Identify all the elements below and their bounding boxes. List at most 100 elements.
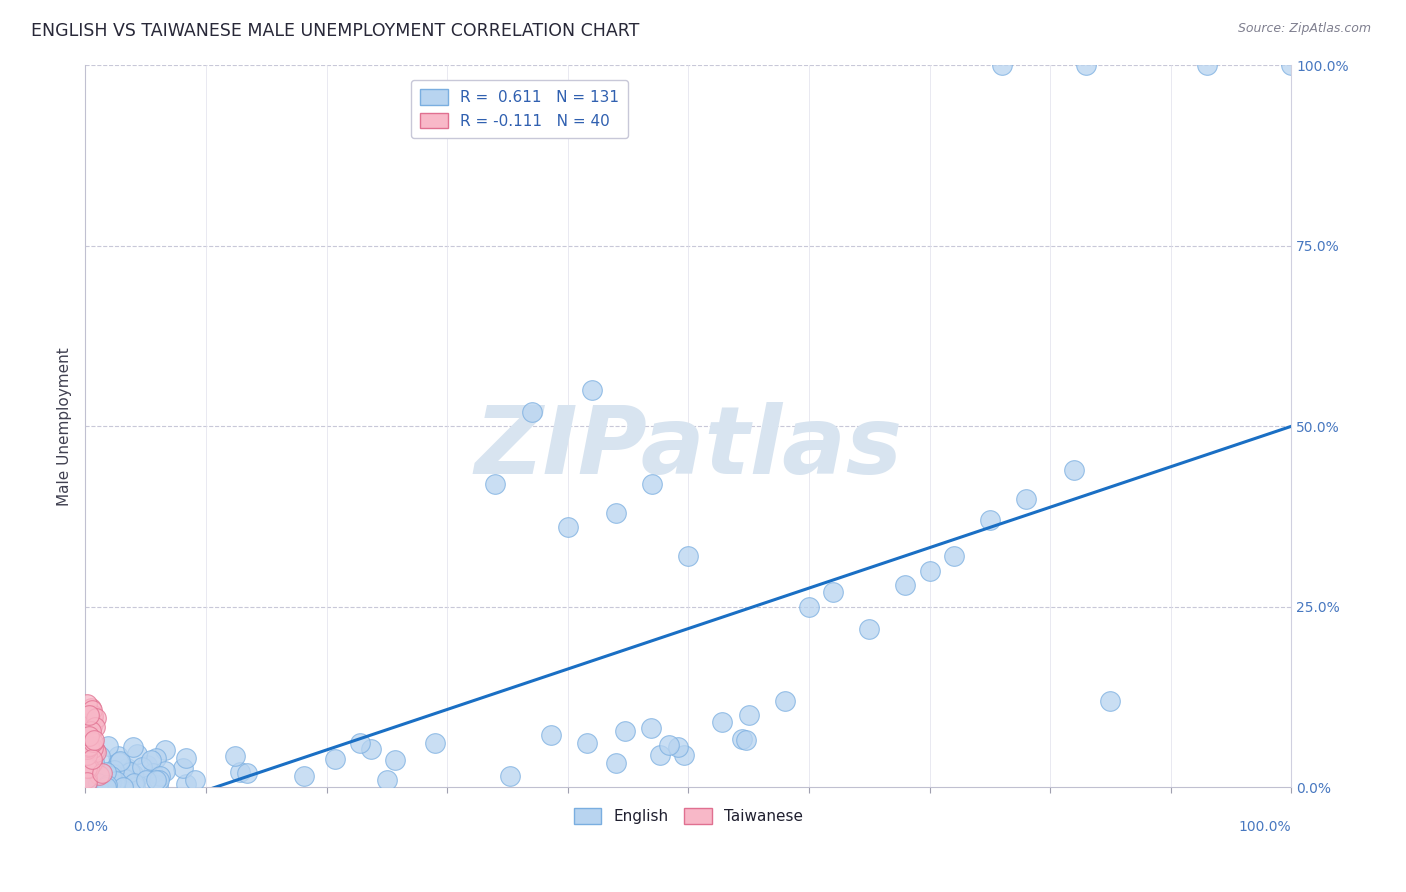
English [1063,463,1085,477]
English [97,739,120,753]
English [224,749,246,764]
English [118,765,141,780]
English [80,769,103,783]
English [80,778,103,792]
Text: ZIPatlas: ZIPatlas [474,402,903,494]
English [83,743,105,757]
English [557,520,579,534]
English [640,721,662,735]
English [86,780,108,794]
Taiwanese [76,738,98,752]
English [87,776,110,790]
English [174,777,197,791]
Taiwanese [90,765,112,780]
English [823,585,845,599]
English [148,773,170,788]
English [76,772,98,787]
English [100,769,122,783]
English [425,736,447,750]
English [153,764,176,778]
English [1015,491,1038,506]
English [86,768,108,782]
English [666,740,689,755]
English [114,772,136,786]
Taiwanese [76,742,98,756]
Taiwanese [86,710,108,724]
English [89,775,111,789]
English [124,775,146,789]
English [124,780,146,794]
English [96,771,118,785]
Taiwanese [76,775,98,789]
Taiwanese [82,735,104,749]
English [82,764,104,778]
Taiwanese [76,727,98,741]
Taiwanese [80,724,103,739]
English [894,578,917,592]
English [499,769,522,783]
English [105,774,128,789]
Taiwanese [76,736,98,750]
English [858,622,880,636]
English [80,777,103,791]
English [93,767,115,781]
English [605,506,627,520]
English [1076,58,1098,72]
English [111,779,134,793]
Taiwanese [84,742,107,756]
English [710,714,733,729]
English [108,756,131,770]
English [145,750,167,764]
English [540,728,562,742]
English [149,769,172,783]
English [79,778,101,792]
English [93,773,115,788]
English [94,765,117,780]
English [918,564,941,578]
English [734,732,756,747]
English [141,753,163,767]
English [79,773,101,788]
English [673,747,696,762]
English [93,776,115,790]
English [91,779,114,793]
English [122,777,145,791]
English [76,756,98,770]
Taiwanese [76,747,98,762]
English [581,383,603,397]
English [97,772,120,787]
Taiwanese [76,711,98,725]
English [121,740,143,755]
Taiwanese [84,745,107,759]
English [76,764,98,779]
English [94,780,117,794]
English [110,754,132,768]
English [737,708,759,723]
English [80,780,103,794]
Taiwanese [83,733,105,747]
English [650,747,672,762]
English [115,766,138,780]
English [77,741,100,756]
English [484,477,506,491]
Taiwanese [82,756,104,770]
English [145,773,167,788]
English [135,772,157,787]
Text: 100.0%: 100.0% [1239,820,1291,834]
English [121,767,143,781]
English [773,694,796,708]
English [183,772,205,787]
Taiwanese [76,761,98,775]
English [605,756,627,770]
English [292,768,315,782]
Taiwanese [77,740,100,755]
English [155,742,177,756]
English [658,738,681,752]
English [142,765,165,780]
English [107,749,129,764]
English [1279,58,1302,72]
English [82,746,104,760]
English [77,770,100,784]
Taiwanese [82,717,104,731]
English [112,780,135,794]
